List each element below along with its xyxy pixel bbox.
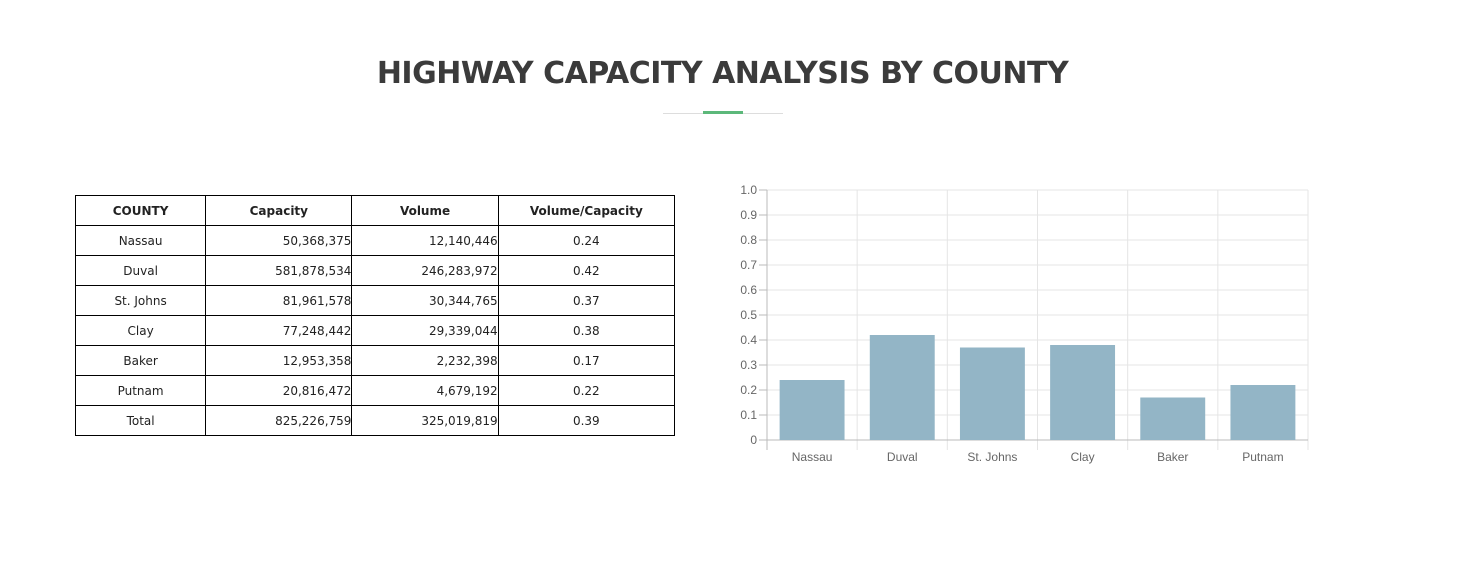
cell-ratio: 0.37 bbox=[497, 285, 676, 316]
y-tick-label: 1.0 bbox=[740, 183, 757, 197]
cell-ratio: 0.17 bbox=[497, 345, 676, 376]
y-tick-label: 0.2 bbox=[740, 383, 757, 397]
table-row: Duval 581,878,534 246,283,972 0.42 bbox=[74, 255, 676, 286]
cell-county: St. Johns bbox=[74, 285, 207, 316]
y-tick-label: 0.4 bbox=[740, 333, 757, 347]
bar bbox=[1140, 397, 1206, 440]
x-tick-label: Putnam bbox=[1242, 450, 1283, 464]
capacity-table: COUNTY Capacity Volume Volume/Capacity N… bbox=[74, 195, 676, 436]
x-tick-label: Clay bbox=[1071, 450, 1095, 464]
bar bbox=[779, 380, 845, 440]
table-row: Baker 12,953,358 2,232,398 0.17 bbox=[74, 345, 676, 376]
cell-capacity: 20,816,472 bbox=[205, 375, 353, 406]
x-tick-label: Baker bbox=[1157, 450, 1188, 464]
cell-ratio: 0.24 bbox=[497, 225, 676, 256]
cell-volume: 12,140,446 bbox=[351, 225, 499, 256]
cell-county: Putnam bbox=[74, 375, 207, 406]
table-row: Clay 77,248,442 29,339,044 0.38 bbox=[74, 315, 676, 346]
cell-capacity: 825,226,759 bbox=[205, 405, 353, 436]
cell-ratio: 0.42 bbox=[497, 255, 676, 286]
y-tick-label: 0 bbox=[750, 433, 757, 447]
table-header-row: COUNTY Capacity Volume Volume/Capacity bbox=[74, 195, 676, 226]
header-capacity: Capacity bbox=[205, 195, 353, 226]
cell-county: Nassau bbox=[74, 225, 207, 256]
cell-county: Total bbox=[74, 405, 207, 436]
y-tick-label: 0.9 bbox=[740, 208, 757, 222]
bar bbox=[959, 347, 1025, 440]
y-tick-label: 0.1 bbox=[740, 408, 757, 422]
cell-ratio: 0.22 bbox=[497, 375, 676, 406]
cell-county: Baker bbox=[74, 345, 207, 376]
bar bbox=[869, 335, 935, 440]
cell-volume: 4,679,192 bbox=[351, 375, 499, 406]
cell-volume: 2,232,398 bbox=[351, 345, 499, 376]
page-title: HIGHWAY CAPACITY ANALYSIS BY COUNTY bbox=[376, 56, 1069, 91]
cell-volume: 246,283,972 bbox=[351, 255, 499, 286]
y-tick-label: 0.5 bbox=[740, 308, 757, 322]
title-divider-accent bbox=[703, 111, 743, 114]
cell-capacity: 12,953,358 bbox=[205, 345, 353, 376]
header-volume: Volume bbox=[351, 195, 499, 226]
cell-capacity: 50,368,375 bbox=[205, 225, 353, 256]
cell-county: Clay bbox=[74, 315, 207, 346]
cell-capacity: 81,961,578 bbox=[205, 285, 353, 316]
header-volume-capacity: Volume/Capacity bbox=[497, 195, 676, 226]
y-tick-label: 0.7 bbox=[740, 258, 757, 272]
y-tick-label: 0.6 bbox=[740, 283, 757, 297]
table-row: St. Johns 81,961,578 30,344,765 0.37 bbox=[74, 285, 676, 316]
cell-capacity: 581,878,534 bbox=[205, 255, 353, 286]
table-total-row: Total 825,226,759 325,019,819 0.39 bbox=[74, 405, 676, 436]
y-tick-label: 0.8 bbox=[740, 233, 757, 247]
table-row: Nassau 50,368,375 12,140,446 0.24 bbox=[74, 225, 676, 256]
bar bbox=[1050, 345, 1116, 440]
cell-ratio: 0.39 bbox=[497, 405, 676, 436]
cell-county: Duval bbox=[74, 255, 207, 286]
bar bbox=[1230, 385, 1296, 440]
cell-volume: 325,019,819 bbox=[351, 405, 499, 436]
x-tick-label: St. Johns bbox=[967, 450, 1017, 464]
cell-volume: 29,339,044 bbox=[351, 315, 499, 346]
cell-volume: 30,344,765 bbox=[351, 285, 499, 316]
x-tick-label: Duval bbox=[887, 450, 918, 464]
cell-capacity: 77,248,442 bbox=[205, 315, 353, 346]
cell-ratio: 0.38 bbox=[497, 315, 676, 346]
volume-capacity-bar-chart: 0 0.1 0.2 0.3 0.4 0.5 0.6 0.7 0.8 0.9 1.0 Nassau Duv… bbox=[740, 183, 1309, 464]
table-row: Putnam 20,816,472 4,679,192 0.22 bbox=[74, 375, 676, 406]
y-tick-label: 0.3 bbox=[740, 358, 757, 372]
header-county: COUNTY bbox=[74, 195, 207, 226]
x-tick-label: Nassau bbox=[792, 450, 833, 464]
